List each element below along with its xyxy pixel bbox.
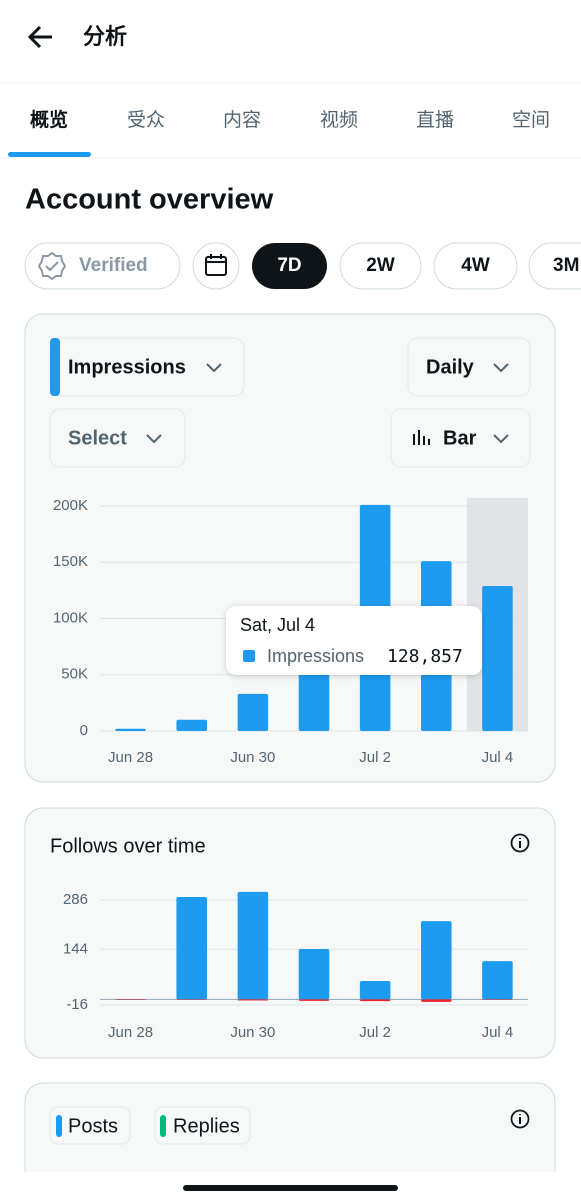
bar <box>237 693 269 731</box>
chevron <box>146 434 162 444</box>
legend-chip[interactable] <box>154 1106 251 1145</box>
bar <box>176 719 207 731</box>
dropdown-label: Select <box>68 427 127 449</box>
home-indicator[interactable] <box>183 1185 398 1191</box>
legend-chip[interactable] <box>49 1106 131 1145</box>
x-tick-label: Jun 28 <box>108 749 153 766</box>
select-dropdown[interactable] <box>49 408 186 468</box>
tab[interactable]: 内容 <box>223 109 261 131</box>
dropdown-label: Impressions <box>68 356 186 378</box>
chevron <box>206 363 222 373</box>
tooltip-title: Sat, Jul 4 <box>240 615 315 635</box>
check-icon <box>45 261 59 272</box>
y-tick-label: 286 <box>63 891 88 908</box>
calendar-icon <box>206 254 226 263</box>
tab[interactable]: 空间 <box>512 109 550 131</box>
bar <box>482 586 513 731</box>
dropdown-label: Bar <box>443 427 477 449</box>
bar <box>359 999 391 1002</box>
filter-label: 7D <box>277 255 301 276</box>
bar <box>298 948 330 1000</box>
bar <box>482 961 513 1000</box>
y-tick-label: -16 <box>66 996 88 1013</box>
x-tick-label: Jul 4 <box>482 1024 514 1041</box>
y-tick-label: 0 <box>80 722 88 739</box>
x-tick-label: Jul 2 <box>359 1024 391 1041</box>
filter-label: 4W <box>461 255 490 276</box>
x-tick-label: Jun 30 <box>230 749 275 766</box>
bar <box>115 728 146 731</box>
x-tick-label: Jun 28 <box>108 1024 153 1041</box>
tab[interactable]: 直播 <box>416 109 454 131</box>
filter-label: 2W <box>366 255 395 276</box>
metric-color <box>50 338 60 396</box>
verified-icon <box>37 251 67 281</box>
info-icon[interactable] <box>510 833 530 853</box>
legend-label: Replies <box>173 1115 240 1137</box>
chevron <box>493 434 509 444</box>
tooltip-value: 128,857 <box>387 646 463 667</box>
chevron <box>493 363 509 373</box>
bar <box>176 999 207 1000</box>
bar <box>421 999 452 1002</box>
filter-pill[interactable] <box>24 242 181 290</box>
legend-swatch <box>160 1115 166 1137</box>
filter-pill[interactable] <box>339 242 422 290</box>
tooltip <box>226 606 482 675</box>
bar-icon <box>413 430 430 445</box>
calendar-button[interactable] <box>192 242 240 290</box>
card-title: Follows over time <box>50 835 206 857</box>
filter-pill[interactable] <box>433 242 518 290</box>
y-tick-label: 150K <box>53 553 88 570</box>
tab-indicator <box>8 152 91 157</box>
y-tick-label: 50K <box>61 666 88 683</box>
bar <box>359 980 391 1000</box>
tab[interactable]: 受众 <box>127 109 165 131</box>
filter-label: 3M <box>553 255 579 276</box>
bar <box>115 999 146 1000</box>
y-tick-label: 144 <box>63 940 88 957</box>
y-tick-label: 100K <box>53 609 88 626</box>
page-title: 分析 <box>83 24 127 49</box>
x-tick-label: Jul 2 <box>359 749 391 766</box>
period-dropdown[interactable] <box>407 337 531 397</box>
tab[interactable]: 概览 <box>30 108 68 131</box>
chart-style-dropdown[interactable] <box>390 408 531 468</box>
info-icon[interactable] <box>510 1109 530 1129</box>
x-tick-label: Jul 4 <box>482 749 514 766</box>
section-title: Account overview <box>25 184 274 216</box>
x-tick-label: Jun 30 <box>230 1024 275 1041</box>
tooltip-swatch <box>243 650 255 662</box>
bar <box>298 999 330 1001</box>
bar <box>237 999 269 1001</box>
y-tick-label: 200K <box>53 497 88 514</box>
bar <box>421 921 452 1000</box>
tab[interactable]: 视频 <box>320 109 358 131</box>
filter-pill[interactable] <box>252 243 327 289</box>
filter-label: Verified <box>79 255 148 276</box>
tooltip-series: Impressions <box>267 646 364 666</box>
filter-pill[interactable] <box>528 242 581 290</box>
calendar-icon <box>205 256 227 276</box>
dropdown-label: Daily <box>426 356 475 378</box>
bar <box>482 999 513 1000</box>
legend-label: Posts <box>68 1115 118 1137</box>
legend-swatch <box>56 1115 62 1137</box>
bar <box>176 897 207 1000</box>
back-button[interactable] <box>27 25 52 49</box>
bar <box>237 891 269 1000</box>
